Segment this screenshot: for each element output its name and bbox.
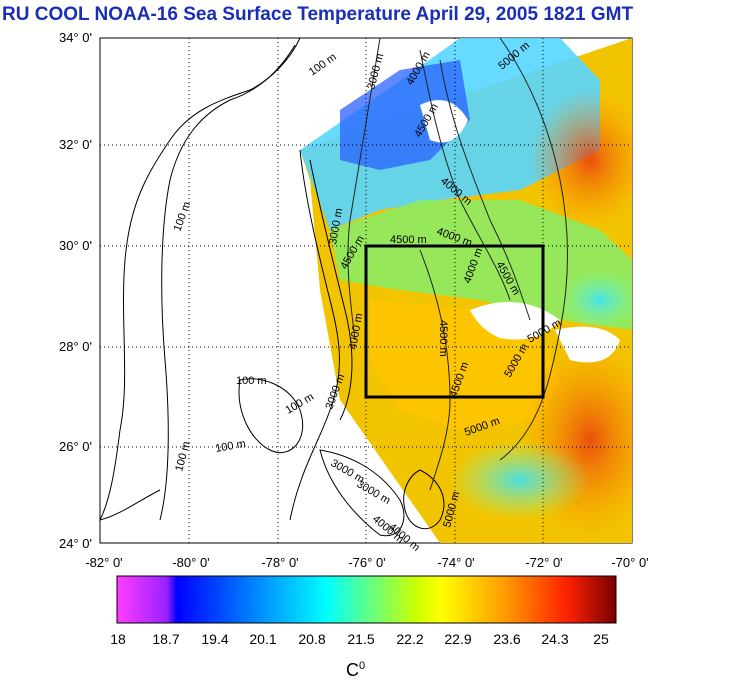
colorbar-unit: C0 (346, 660, 365, 681)
colorbar-label: 24.3 (541, 631, 569, 647)
colorbar-label: 18.7 (152, 631, 180, 647)
bahamas-bank (403, 469, 445, 530)
lat-tick: 32° 0' (59, 137, 92, 152)
contour-4000m (419, 49, 511, 301)
cloud-gap (555, 326, 620, 363)
contour-label: 4500 m (437, 320, 449, 357)
lon-tick: -72° 0' (525, 555, 563, 570)
colorbar-label: 19.4 (201, 631, 229, 647)
unit-base: C (346, 660, 359, 680)
sst-warm-east (530, 90, 632, 230)
contour-4500m (439, 59, 531, 321)
lon-tick: -80° 0' (172, 555, 210, 570)
cloud-gap (470, 302, 560, 340)
cloud-gap (420, 100, 468, 143)
contour-label: 4500 m (390, 234, 427, 246)
colorbar-label: 18 (110, 631, 126, 647)
contour-5000m (499, 38, 568, 461)
lon-tick: -74° 0' (437, 555, 475, 570)
contour-shelf-east (309, 159, 353, 421)
colorbar-label: 21.5 (347, 631, 375, 647)
contour-3000m (347, 38, 381, 341)
contour-100m-west (159, 44, 296, 521)
lat-tick: 30° 0' (59, 238, 92, 253)
lat-tick: 26° 0' (59, 439, 92, 454)
florida-keys (100, 489, 161, 521)
bahamas-bank (319, 449, 405, 537)
lat-tick: 24° 0' (59, 536, 92, 551)
lat-tick: 34° 0' (59, 30, 92, 45)
map-title: RU COOL NOAA-16 Sea Surface Temperature … (2, 4, 634, 25)
coastline-east-florida (289, 149, 340, 521)
lat-tick: 28° 0' (59, 339, 92, 354)
coastline-florida (100, 38, 301, 521)
colorbar-label: 20.1 (249, 631, 277, 647)
contour-label: 100 m (214, 438, 246, 455)
sst-blue-north (340, 60, 470, 170)
colorbar-label: 22.9 (444, 631, 472, 647)
colorbar (116, 575, 617, 624)
contour-4500m-south (419, 249, 451, 491)
sst-cool-southeast (450, 440, 590, 520)
contour-label: 100 m (236, 375, 267, 387)
lon-tick: -70° 0' (611, 555, 649, 570)
colorbar-label: 22.2 (396, 631, 424, 647)
sst-cool-east (560, 270, 632, 330)
study-box (364, 244, 545, 399)
lon-tick: -82° 0' (85, 555, 123, 570)
sst-green-mid (330, 200, 632, 330)
bahamas-bank (238, 378, 304, 454)
colorbar-label: 25 (593, 631, 609, 647)
lon-tick: -78° 0' (261, 555, 299, 570)
unit-sup: 0 (359, 660, 366, 672)
lon-tick: -76° 0' (348, 555, 386, 570)
colorbar-label: 20.8 (298, 631, 326, 647)
colorbar-label: 23.6 (493, 631, 521, 647)
